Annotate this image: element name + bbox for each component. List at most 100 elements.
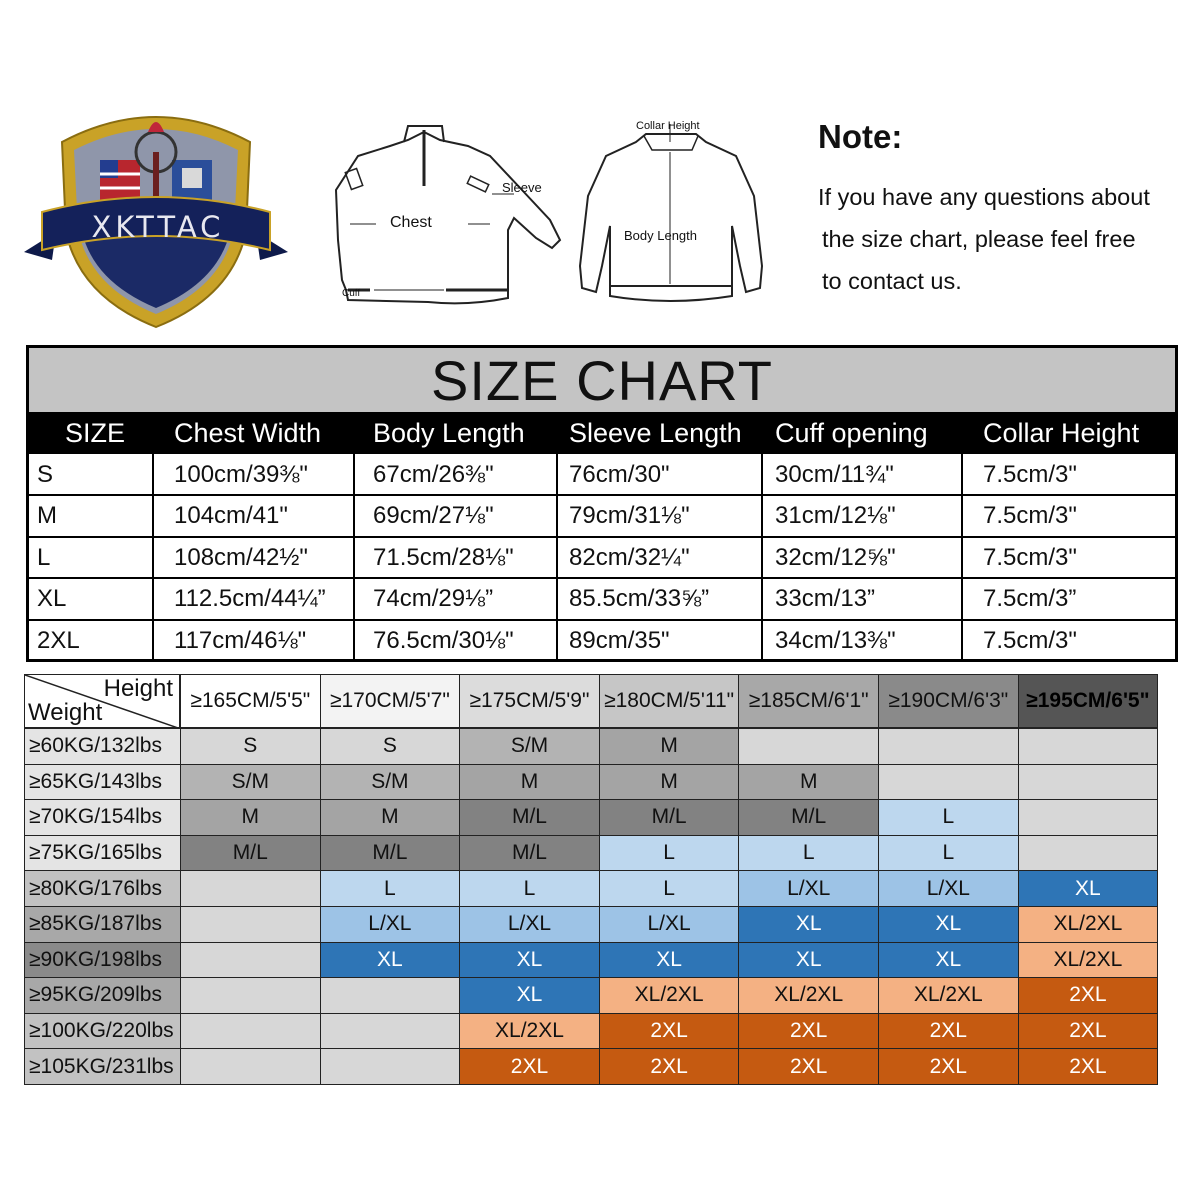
fit-cell: [738, 728, 879, 765]
fit-cell: XL: [459, 977, 600, 1014]
fit-cell: 2XL: [1017, 1012, 1159, 1050]
note-title: Note:: [818, 118, 903, 155]
size-header-5: Collar Height: [983, 418, 1140, 448]
fit-cell: XL: [459, 941, 600, 979]
weight-label-9: ≥105KG/231lbs: [24, 1048, 181, 1085]
fit-cell: XL: [878, 906, 1019, 943]
fit-cell: [319, 1048, 461, 1085]
height-header-2: ≥175CM/5'9": [459, 674, 600, 728]
fit-cell: XL/2XL: [1017, 941, 1159, 979]
size-value: 31cm/12⅛": [775, 502, 896, 530]
label-body-length: Body Length: [624, 228, 698, 243]
weight-label-5: ≥85KG/187lbs: [24, 906, 181, 943]
fit-cell: M/L: [598, 799, 740, 836]
fit-cell: XL: [319, 941, 461, 979]
fit-cell: 2XL: [738, 1012, 879, 1050]
note-line-2: the size chart, please feel free: [822, 226, 1136, 252]
brand-logo: XKTTAC: [22, 82, 290, 330]
fit-cell: [1017, 763, 1159, 801]
size-value: 104cm/41": [174, 502, 288, 530]
size-value: 34cm/13⅜": [775, 626, 896, 654]
jacket-front-diagram: Chest Sleeve Cuff: [318, 120, 580, 312]
size-chart-table: SIZE CHART SIZE Chest Width Body Length Sle…: [26, 345, 1178, 662]
height-header-4: ≥185CM/6'1": [738, 674, 879, 728]
fit-cell: L/XL: [319, 906, 461, 943]
weight-label-3: ≥75KG/165lbs: [24, 834, 181, 872]
fit-cell: 2XL: [878, 1012, 1019, 1050]
fit-cell: XL/2XL: [878, 977, 1019, 1014]
height-header-0: ≥165CM/5'5": [180, 674, 321, 728]
size-label: XL: [37, 585, 67, 613]
size-value: 7.5cm/3": [983, 502, 1077, 530]
fit-cell: [180, 870, 321, 907]
corner-height-label: Height: [103, 675, 173, 702]
fit-cell: XL: [1017, 870, 1159, 907]
note-body: If you have any questions about the size…: [818, 176, 1188, 302]
size-value: 7.5cm/3": [983, 461, 1077, 488]
size-value: 32cm/12⅝": [775, 543, 896, 571]
size-chart-title: SIZE CHART: [29, 348, 1175, 412]
fit-cell: [319, 1012, 461, 1050]
size-value: 89cm/35": [569, 626, 670, 654]
fit-cell: XL/2XL: [738, 977, 879, 1014]
size-col-divider: [761, 454, 763, 659]
size-row-divider: [29, 535, 1175, 538]
weight-label-6: ≥90KG/198lbs: [24, 941, 181, 979]
corner-weight-label: Weight: [28, 699, 103, 726]
fit-cell: XL: [738, 906, 879, 943]
size-row-divider: [29, 494, 1175, 497]
fit-cell: 2XL: [1017, 977, 1159, 1014]
fit-cell: [180, 977, 321, 1014]
size-value: 30cm/11¾": [775, 461, 894, 488]
size-value: 7.5cm/3”: [983, 585, 1077, 613]
fit-cell: XL/2XL: [598, 977, 740, 1014]
height-header-5: ≥190CM/6'3": [878, 674, 1019, 728]
size-row-divider: [29, 577, 1175, 580]
size-value: 100cm/39⅜": [174, 461, 308, 488]
size-col-divider: [961, 454, 963, 659]
label-cuff: Cuff: [342, 288, 361, 299]
height-header-1: ≥170CM/5'7": [319, 674, 461, 728]
fit-cell: [180, 906, 321, 943]
fit-cell: [1017, 799, 1159, 836]
fit-cell: S/M: [319, 763, 461, 801]
fit-cell: L: [598, 834, 740, 872]
size-value: 33cm/13”: [775, 585, 876, 613]
jacket-back-diagram: Collar Height Body Length: [566, 116, 766, 312]
fit-cell: S: [180, 728, 321, 765]
fit-cell: M/L: [459, 834, 600, 872]
height-header-6: ≥195CM/6'5": [1017, 674, 1159, 728]
fit-cell: L/XL: [878, 870, 1019, 907]
fit-cell: M: [459, 763, 600, 801]
fit-cell: [180, 941, 321, 979]
fit-cell: L: [319, 870, 461, 907]
weight-label-2: ≥70KG/154lbs: [24, 799, 181, 836]
fit-cell: L: [598, 870, 740, 907]
size-header-2: Body Length: [373, 418, 525, 448]
fit-cell: 2XL: [598, 1012, 740, 1050]
fit-cell: M/L: [459, 799, 600, 836]
fit-cell: 2XL: [459, 1048, 600, 1085]
fit-cell: M: [319, 799, 461, 836]
size-value: 67cm/26⅜": [373, 461, 494, 488]
fit-cell: M: [598, 728, 740, 765]
size-label: L: [37, 543, 51, 571]
size-chart-header-row: SIZE Chest Width Body Length Sleeve Length C…: [29, 412, 1175, 454]
size-value: 85.5cm/33⅝”: [569, 585, 710, 613]
size-value: 108cm/42½": [174, 543, 308, 571]
fit-cell: L: [738, 834, 879, 872]
fit-cell: XL/2XL: [459, 1012, 600, 1050]
fit-cell: [1017, 834, 1159, 872]
note-line-1: If you have any questions about: [818, 184, 1150, 210]
size-value: 79cm/31⅛": [569, 502, 690, 530]
size-value: 7.5cm/3": [983, 543, 1077, 571]
fit-cell: 2XL: [598, 1048, 740, 1085]
fit-cell: S: [319, 728, 461, 765]
size-value: 69cm/27⅛": [373, 502, 494, 530]
weight-label-4: ≥80KG/176lbs: [24, 870, 181, 907]
fit-cell: 2XL: [738, 1048, 879, 1085]
fit-cell: XL: [738, 941, 879, 979]
size-value: 82cm/32¼": [569, 543, 690, 571]
fit-cell: M/L: [180, 834, 321, 872]
fit-cell: M: [598, 763, 740, 801]
